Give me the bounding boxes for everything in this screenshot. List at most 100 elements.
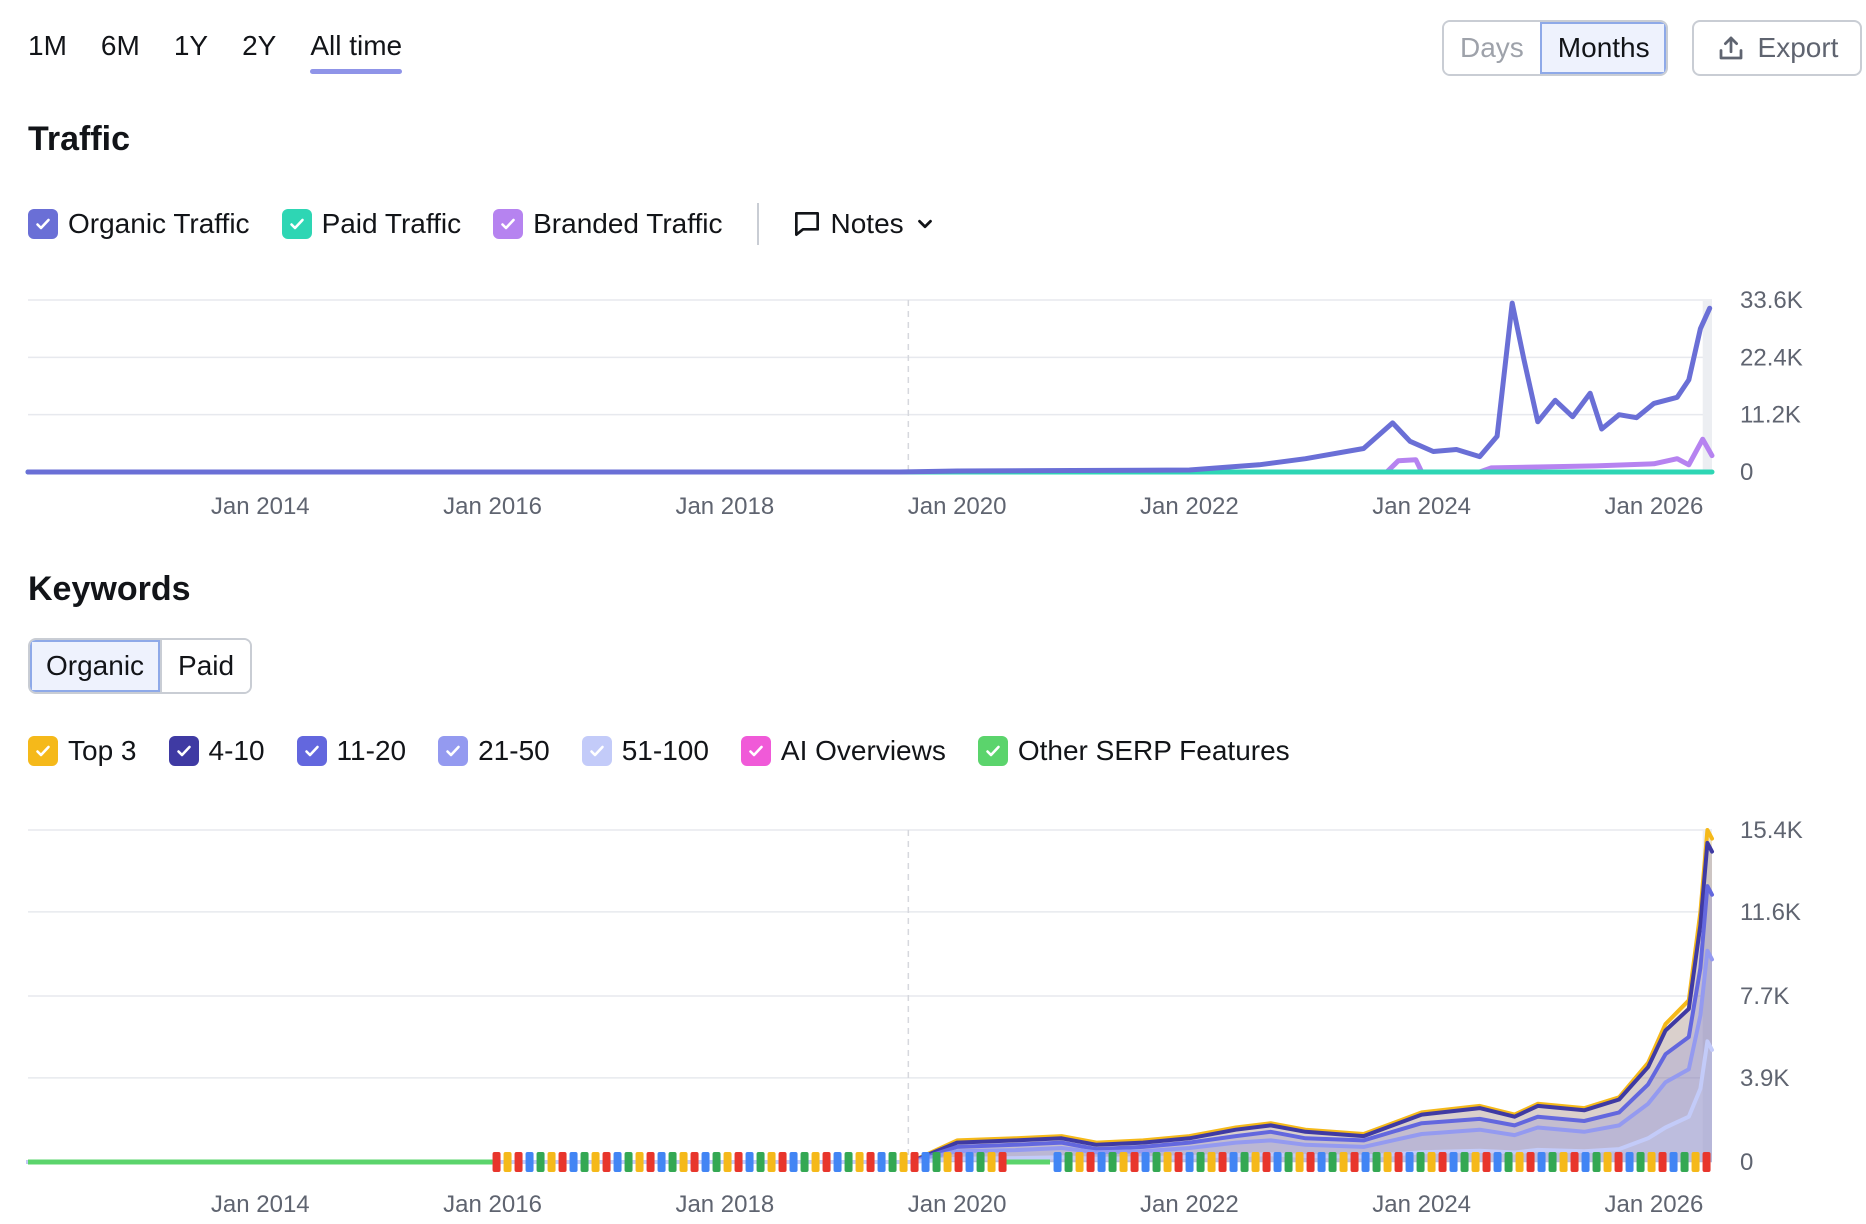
serp-feature-marker [921,1152,930,1172]
x-tick-label: Jan 2026 [1605,1191,1704,1218]
legend-4-10[interactable]: 4-10 [168,735,265,767]
legend-other-serp-features[interactable]: Other SERP Features [977,735,1290,767]
checkbox-icon [281,209,312,239]
legend-organic-traffic[interactable]: Organic Traffic [28,208,250,240]
serp-feature-marker [1152,1152,1161,1172]
series-area-21-50 [28,950,1712,1162]
comment-icon [791,208,823,240]
serp-feature-marker [1680,1152,1689,1172]
checkbox-icon [740,736,771,766]
series-line-21-50 [26,948,1714,1164]
serp-feature-marker [734,1152,743,1172]
serp-feature-marker [712,1152,721,1172]
serp-feature-marker [1614,1152,1623,1172]
serp-feature-marker [1581,1152,1590,1172]
x-tick-label: Jan 2022 [1140,493,1239,520]
legend-label: 11-20 [336,735,407,766]
legend-label: 4-10 [208,735,265,766]
checkbox-icon [296,736,327,766]
legend-21-50[interactable]: 21-50 [438,735,550,767]
serp-feature-marker [1262,1152,1271,1172]
y-tick-label: 33.6K [1740,287,1803,314]
serp-feature-marker [1438,1152,1447,1172]
y-tick-label: 11.6K [1740,899,1801,926]
x-tick-label: Jan 2020 [908,493,1007,520]
range-tab-all-time[interactable]: All time [310,26,402,76]
legend-label: Other SERP Features [1017,735,1290,766]
x-tick-label: Jan 2014 [211,493,310,520]
serp-feature-marker [1273,1152,1282,1172]
serp-feature-marker [899,1152,908,1172]
checkbox-icon [168,736,199,766]
x-tick-label: Jan 2018 [675,1191,774,1218]
legend-label: 21-50 [478,735,550,766]
checkbox-icon [581,736,612,766]
range-tab-2y[interactable]: 2Y [242,30,277,61]
serp-feature-marker [1383,1152,1392,1172]
legend-divider [756,203,759,245]
series-area-4-10 [28,842,1712,1162]
serp-feature-marker [701,1152,710,1172]
keywords-chart: 15.4K 11.6K 7.7K 3.9K 0 Jan 2014 Jan 2016 Jan 2… [26,817,1803,1218]
export-button[interactable]: Export [1692,20,1862,76]
serp-feature-marker [1130,1152,1139,1172]
serp-feature-marker [844,1152,853,1172]
serp-feature-marker [789,1152,798,1172]
organic-tab[interactable]: Organic [30,640,161,692]
serp-feature-marker [965,1152,974,1172]
legend-paid-traffic[interactable]: Paid Traffic [281,208,462,240]
serp-feature-marker [1108,1152,1117,1172]
range-tab-1m[interactable]: 1M [28,30,67,61]
keywords-legend: Top 3 4-10 11-20 21-50 51-100 AI Overvie… [28,735,1322,767]
serp-feature-marker [635,1152,644,1172]
months-button[interactable]: Months [1539,22,1666,74]
checkbox-icon [438,736,469,766]
serp-feature-marker [591,1152,600,1172]
y-tick-label: 15.4K [1740,817,1803,844]
legend-top-3[interactable]: Top 3 [28,735,137,767]
legend-label: Paid Traffic [321,208,462,239]
serp-feature-marker [558,1152,567,1172]
granularity-toggle: Days Months [1442,20,1668,76]
serp-feature-marker [866,1152,875,1172]
serp-feature-marker [1548,1152,1557,1172]
legend-branded-traffic[interactable]: Branded Traffic [493,208,723,240]
series-line-branded-traffic [25,436,1715,475]
checkbox-icon [28,736,58,766]
days-button[interactable]: Days [1444,22,1540,74]
serp-feature-marker [525,1152,534,1172]
serp-feature-marker [877,1152,886,1172]
serp-feature-marker [646,1152,655,1172]
serp-feature-marker [1702,1152,1711,1172]
serp-feature-marker [1691,1152,1700,1172]
serp-feature-marker [613,1152,622,1172]
legend-ai-overviews[interactable]: AI Overviews [740,735,946,767]
serp-feature-marker [1251,1152,1260,1172]
serp-feature-marker [1174,1152,1183,1172]
serp-feature-marker [1053,1152,1062,1172]
serp-feature-marker [624,1152,633,1172]
export-label: Export [1757,32,1839,63]
serp-feature-marker [1196,1152,1205,1172]
legend-51-100[interactable]: 51-100 [581,735,709,767]
serp-feature-marker [954,1152,963,1172]
serp-feature-marker [998,1152,1007,1172]
serp-feature-marker [1229,1152,1238,1172]
serp-feature-marker [1185,1152,1194,1172]
traffic-title: Traffic [28,120,131,158]
serp-feature-marker [492,1152,501,1172]
serp-feature-marker [976,1152,985,1172]
range-tab-1y[interactable]: 1Y [173,30,209,61]
serp-feature-marker [1097,1152,1106,1172]
legend-11-20[interactable]: 11-20 [296,735,407,767]
serp-feature-marker [1449,1152,1458,1172]
paid-tab[interactable]: Paid [160,640,251,692]
serp-feature-marker [1471,1152,1480,1172]
serp-feature-marker [569,1152,578,1172]
notes-dropdown[interactable]: Notes [791,208,936,240]
serp-feature-marker [1350,1152,1359,1172]
serp-feature-marker [1086,1152,1095,1172]
serp-feature-marker [1592,1152,1601,1172]
serp-feature-marker [811,1152,820,1172]
range-tab-6m[interactable]: 6M [100,30,140,61]
